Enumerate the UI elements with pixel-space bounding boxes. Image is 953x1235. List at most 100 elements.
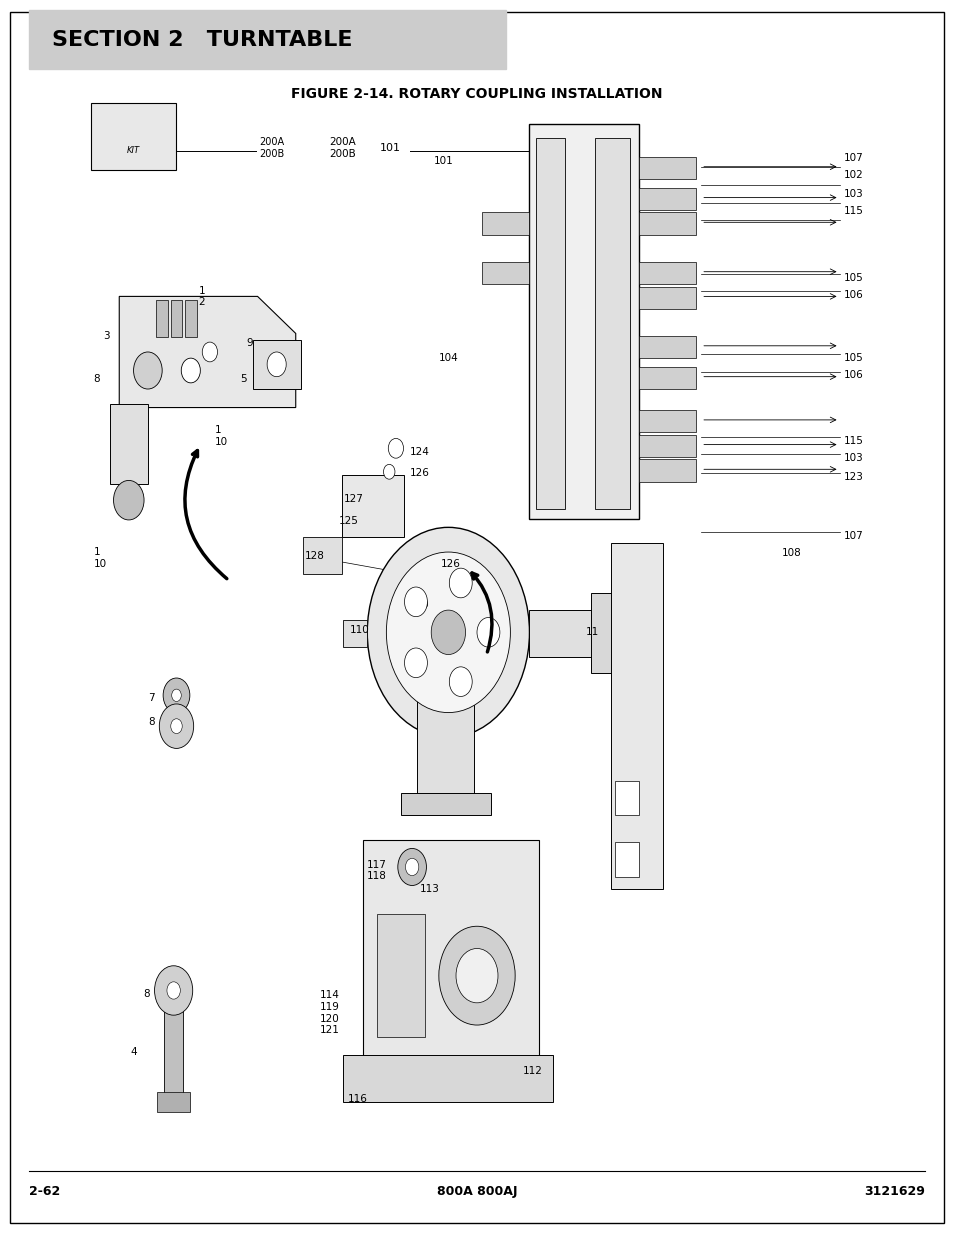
Bar [303,537,341,574]
Bar [639,287,696,309]
Text: 9: 9 [246,338,253,348]
Bar [595,138,629,509]
Text: 115: 115 [843,206,863,216]
FancyBboxPatch shape [29,10,505,69]
Circle shape [449,568,472,598]
Bar [171,300,182,337]
Text: 117
118: 117 118 [367,860,387,882]
Text: 124: 124 [448,579,468,589]
Bar [362,840,538,1056]
Text: 8: 8 [143,989,150,999]
Text: 101: 101 [434,156,454,165]
Text: 103: 103 [843,189,863,199]
Bar [416,636,474,803]
Circle shape [202,342,217,362]
Bar [615,842,639,877]
Text: 125: 125 [338,516,358,526]
Bar [400,793,491,815]
Circle shape [405,858,418,876]
Text: 113: 113 [419,884,439,894]
Bar [110,404,148,484]
Bar [639,188,696,210]
Text: 1
10: 1 10 [93,547,107,569]
Text: 4: 4 [131,1047,137,1057]
Text: 126: 126 [410,468,430,478]
Text: 103: 103 [843,453,863,463]
Bar [343,620,367,647]
Text: 105: 105 [843,353,863,363]
Bar [156,300,168,337]
Circle shape [397,848,426,885]
Polygon shape [119,296,295,408]
Text: 115: 115 [843,436,863,446]
Text: 3121629: 3121629 [863,1186,924,1198]
Bar [164,1000,183,1093]
Text: 106: 106 [843,290,863,300]
Circle shape [476,618,499,647]
Circle shape [449,667,472,697]
Text: 1
10: 1 10 [214,425,228,447]
Circle shape [167,982,180,999]
Bar [376,914,424,1037]
Bar [639,212,696,235]
Text: 128: 128 [305,551,325,561]
Text: 108: 108 [781,548,801,558]
Circle shape [171,719,182,734]
Bar [639,336,696,358]
Text: 101: 101 [379,143,400,153]
Text: 1
2: 1 2 [198,285,205,308]
Circle shape [404,648,427,678]
Text: 114
119
120
121: 114 119 120 121 [319,990,339,1035]
Circle shape [383,464,395,479]
Bar [253,340,300,389]
Bar [610,543,662,889]
Text: FIGURE 2-14. ROTARY COUPLING INSTALLATION: FIGURE 2-14. ROTARY COUPLING INSTALLATIO… [291,86,662,101]
Circle shape [113,480,144,520]
Text: 3: 3 [103,331,110,341]
Circle shape [172,689,181,701]
Bar [91,103,176,170]
Text: 123: 123 [843,472,863,482]
Text: 112: 112 [522,1066,542,1076]
Circle shape [404,587,427,616]
Text: 102: 102 [843,170,863,180]
Text: 200A
200B: 200A 200B [259,137,284,159]
Text: 11: 11 [585,627,598,637]
Text: 7: 7 [148,693,154,703]
Text: 2-62: 2-62 [29,1186,60,1198]
Text: 116: 116 [348,1094,368,1104]
Text: 5: 5 [240,374,247,384]
Text: 8: 8 [93,374,100,384]
Text: 104: 104 [438,353,458,363]
Text: 106: 106 [843,370,863,380]
Text: 107: 107 [843,531,863,541]
Text: 126: 126 [440,559,460,569]
Circle shape [456,948,497,1003]
Bar [343,1055,553,1102]
Circle shape [267,352,286,377]
Circle shape [431,610,465,655]
Text: KIT: KIT [127,146,140,156]
Text: 109: 109 [410,600,430,610]
Bar [157,1092,190,1112]
Circle shape [388,438,403,458]
Bar [639,262,696,284]
Text: 105: 105 [843,273,863,283]
Text: SECTION 2   TURNTABLE: SECTION 2 TURNTABLE [52,30,353,49]
Bar [591,593,629,673]
Text: 127: 127 [343,494,363,504]
Bar [639,157,696,179]
Circle shape [159,704,193,748]
Bar [481,212,529,235]
Bar [639,367,696,389]
Circle shape [163,678,190,713]
Bar [481,262,529,284]
Bar [529,610,600,657]
Circle shape [154,966,193,1015]
Text: 107: 107 [843,153,863,163]
Text: 8: 8 [148,718,154,727]
Bar [615,781,639,815]
Text: 124: 124 [410,447,430,457]
Bar [639,435,696,457]
Circle shape [367,527,529,737]
